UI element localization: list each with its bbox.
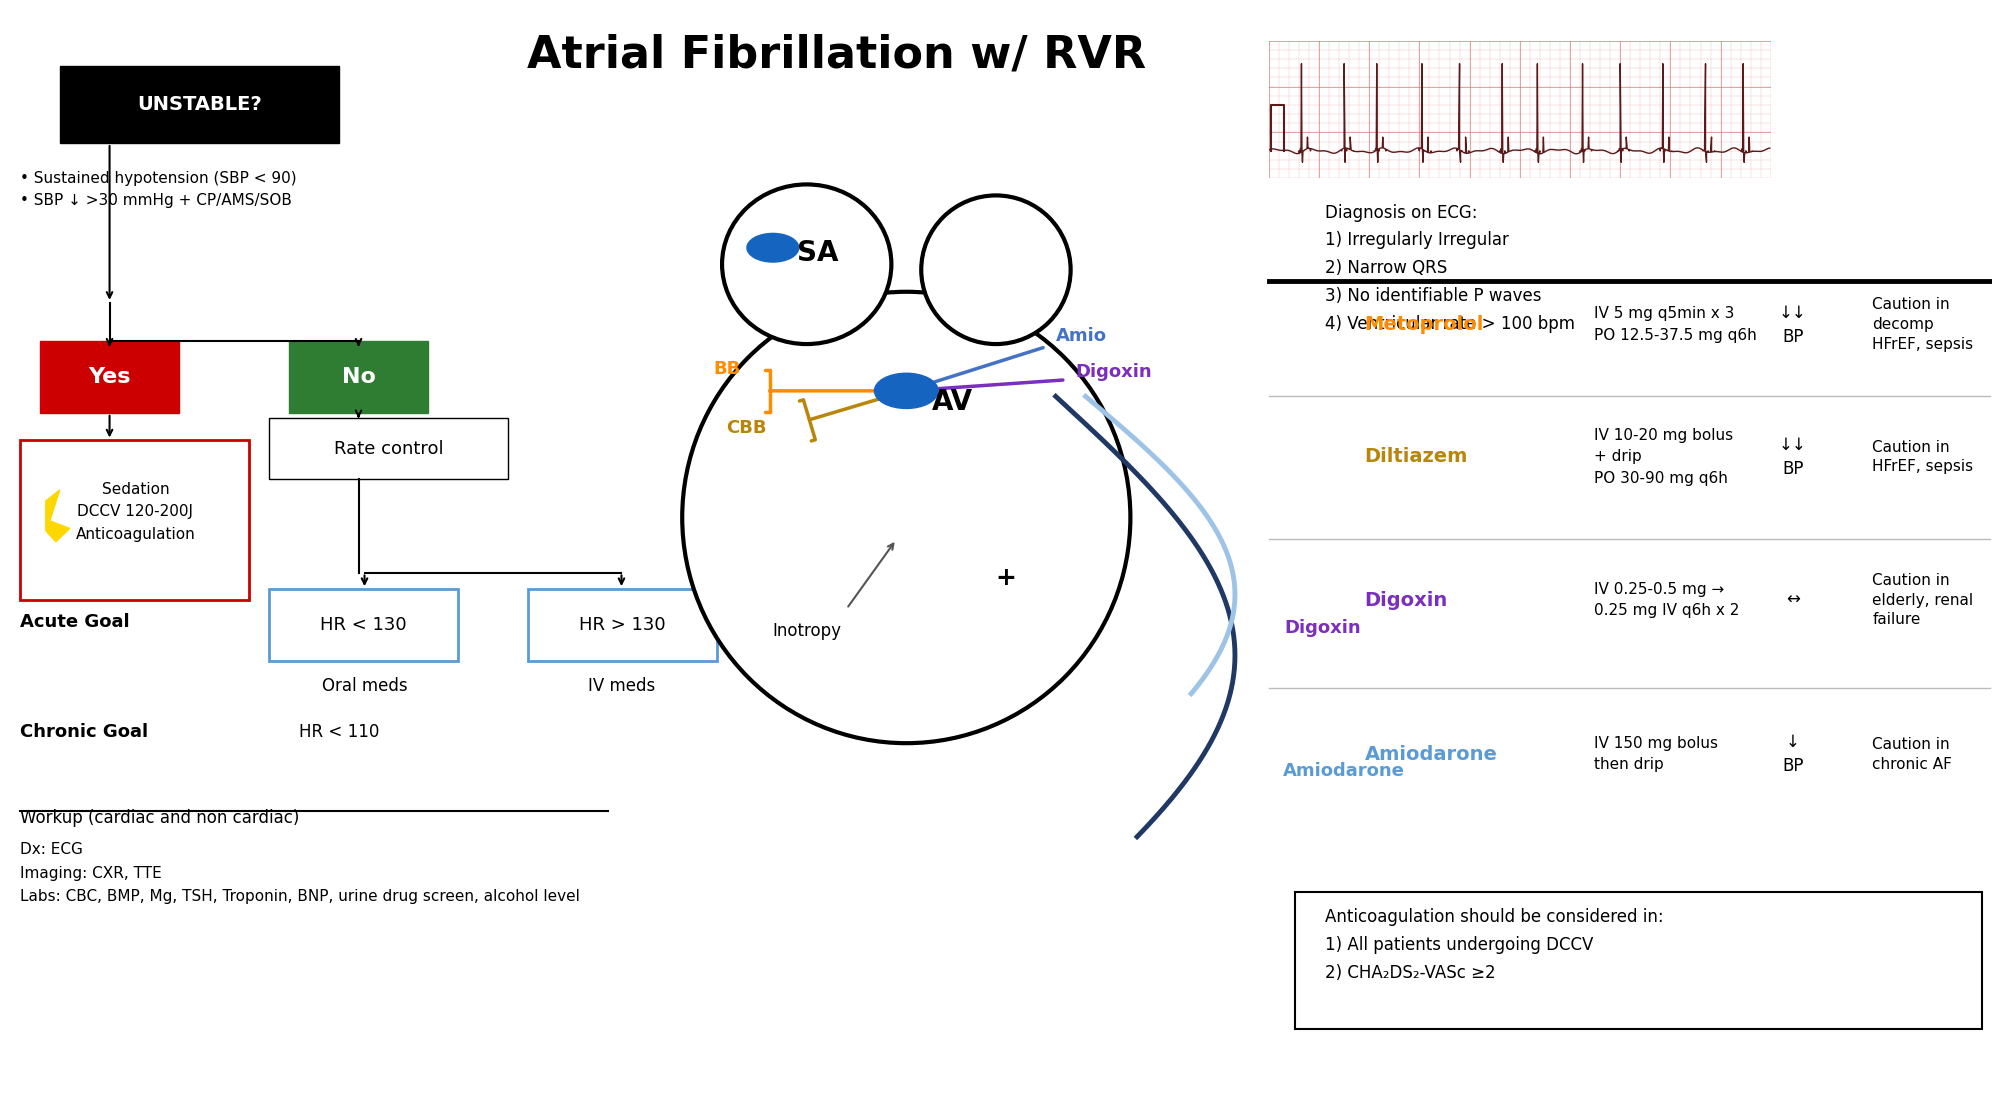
Text: • Sustained hypotension (SBP < 90)
• SBP ↓ >30 mmHg + CP/AMS/SOB: • Sustained hypotension (SBP < 90) • SBP…	[20, 171, 296, 208]
Text: No: No	[342, 367, 376, 388]
Text: IV 0.25-0.5 mg →
0.25 mg IV q6h x 2: IV 0.25-0.5 mg → 0.25 mg IV q6h x 2	[1594, 581, 1738, 619]
Circle shape	[874, 373, 938, 408]
Text: Sedation
DCCV 120-200J
Anticoagulation: Sedation DCCV 120-200J Anticoagulation	[76, 482, 196, 542]
Text: Diagnosis on ECG:
1) Irregularly Irregular
2) Narrow QRS
3) No identifiable P wa: Diagnosis on ECG: 1) Irregularly Irregul…	[1324, 204, 1574, 333]
Circle shape	[746, 233, 798, 262]
Text: IV 10-20 mg bolus
+ drip
PO 30-90 mg q6h: IV 10-20 mg bolus + drip PO 30-90 mg q6h	[1594, 428, 1732, 486]
FancyBboxPatch shape	[1294, 892, 1982, 1029]
Text: HR > 130: HR > 130	[580, 615, 666, 634]
Text: Metoprolol: Metoprolol	[1364, 315, 1484, 335]
Text: Dx: ECG
Imaging: CXR, TTE
Labs: CBC, BMP, Mg, TSH, Troponin, BNP, urine drug scr: Dx: ECG Imaging: CXR, TTE Labs: CBC, BMP…	[20, 842, 580, 904]
Text: ↓↓
BP: ↓↓ BP	[1778, 436, 1806, 478]
Text: IV 5 mg q5min x 3
PO 12.5-37.5 mg q6h: IV 5 mg q5min x 3 PO 12.5-37.5 mg q6h	[1594, 306, 1756, 344]
FancyBboxPatch shape	[268, 589, 458, 661]
Text: Anticoagulation should be considered in:
1) All patients undergoing DCCV
2) CHA₂: Anticoagulation should be considered in:…	[1324, 908, 1664, 982]
Text: HR < 130: HR < 130	[320, 615, 406, 634]
Text: Acute Goal: Acute Goal	[20, 613, 130, 631]
Text: Yes: Yes	[88, 367, 130, 388]
Text: HR < 110: HR < 110	[298, 723, 380, 741]
Text: Rate control: Rate control	[334, 439, 444, 458]
Text: ↓
BP: ↓ BP	[1782, 733, 1804, 775]
Text: IV meds: IV meds	[588, 677, 656, 695]
Text: Amiodarone: Amiodarone	[1364, 744, 1498, 764]
Text: CBB: CBB	[726, 418, 766, 437]
Ellipse shape	[922, 196, 1070, 344]
Text: Atrial Fibrillation w/ RVR: Atrial Fibrillation w/ RVR	[528, 33, 1146, 76]
Text: Inotropy: Inotropy	[772, 622, 842, 640]
Text: Caution in
decomp
HFrEF, sepsis: Caution in decomp HFrEF, sepsis	[1872, 297, 1974, 352]
FancyBboxPatch shape	[288, 341, 428, 413]
Text: Oral meds: Oral meds	[322, 677, 408, 695]
Text: Caution in
chronic AF: Caution in chronic AF	[1872, 737, 1952, 772]
FancyBboxPatch shape	[20, 440, 248, 600]
Ellipse shape	[722, 185, 892, 344]
Text: Amiodarone: Amiodarone	[1282, 762, 1404, 781]
Polygon shape	[46, 490, 70, 542]
FancyBboxPatch shape	[528, 589, 718, 661]
Text: Caution in
elderly, renal
failure: Caution in elderly, renal failure	[1872, 573, 1974, 628]
Text: Amio: Amio	[1056, 327, 1106, 346]
Text: Digoxin: Digoxin	[1076, 362, 1152, 381]
Text: Digoxin: Digoxin	[1364, 590, 1448, 610]
FancyBboxPatch shape	[268, 418, 508, 479]
FancyBboxPatch shape	[60, 66, 338, 143]
Text: Diltiazem: Diltiazem	[1364, 447, 1468, 467]
Text: +: +	[996, 566, 1016, 590]
Text: AV: AV	[932, 388, 974, 416]
FancyBboxPatch shape	[40, 341, 180, 413]
Text: Digoxin: Digoxin	[1284, 619, 1362, 637]
Text: ↓↓
BP: ↓↓ BP	[1778, 304, 1806, 346]
Text: IV 150 mg bolus
then drip: IV 150 mg bolus then drip	[1594, 735, 1718, 773]
Text: SA: SA	[796, 239, 838, 268]
Text: Caution in
HFrEF, sepsis: Caution in HFrEF, sepsis	[1872, 439, 1974, 475]
Text: Workup (cardiac and non cardiac): Workup (cardiac and non cardiac)	[20, 809, 300, 827]
Text: ↔: ↔	[1786, 591, 1800, 609]
Text: BB: BB	[714, 360, 740, 379]
Ellipse shape	[682, 292, 1130, 743]
Text: UNSTABLE?: UNSTABLE?	[136, 95, 262, 115]
Text: Chronic Goal: Chronic Goal	[20, 723, 148, 741]
